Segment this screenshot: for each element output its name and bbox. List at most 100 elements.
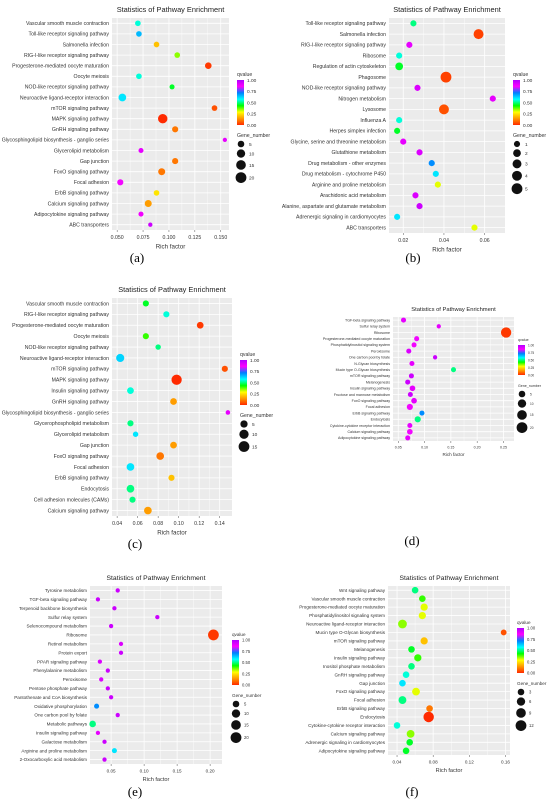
data-point [118, 641, 124, 646]
size-legend-dot [231, 720, 241, 730]
pathway-label: Herpes simplex infection [329, 129, 386, 135]
x-tick-label: 0.100 [162, 235, 175, 241]
pathway-label: ABC transporters [69, 223, 109, 229]
data-point [105, 668, 110, 673]
qvalue-tick-label: 0.25 [527, 659, 536, 664]
data-point [118, 93, 127, 102]
pathway-label: Focal adhesion [354, 698, 386, 703]
data-point [411, 397, 417, 404]
size-legend-label: 15 [530, 413, 534, 417]
pathway-label: Calcium signaling pathway [347, 430, 390, 434]
data-point [95, 597, 101, 602]
pathway-label: Endocytosis [371, 418, 391, 422]
pathway-label: Progesterone-mediated oocyte maturation [323, 337, 390, 341]
qvalue-tick-label: 0.50 [528, 358, 534, 362]
pathway-label: Peroxisome [63, 677, 88, 682]
data-point [115, 712, 120, 718]
qvalue-tick-label: 0.75 [523, 89, 533, 95]
pathway-label: Fructose and mannose metabolism [334, 393, 390, 397]
pathway-label: Sulfur relay system [359, 325, 390, 329]
data-point [172, 158, 179, 165]
gene-number-legend-title: Gene_number [513, 133, 546, 139]
data-point [410, 20, 417, 27]
size-legend-label: 10 [252, 432, 258, 438]
qvalue-tick-label: 0.00 [250, 403, 260, 409]
size-legend-label: 9 [529, 711, 532, 716]
qvalue-tick-label: 0.25 [528, 366, 534, 370]
panel-b: Statistics of Pathway Enrichment Toll-lik… [282, 5, 547, 265]
data-point [406, 403, 413, 410]
pathway-label: Toll-like receptor signaling pathway [29, 32, 110, 38]
data-point [171, 374, 182, 385]
pathway-label: RIG-I-like receptor signaling pathway [24, 312, 109, 318]
pathway-label: FoxO signaling pathway [352, 399, 391, 403]
data-point [116, 353, 125, 363]
data-point [105, 686, 110, 691]
data-point [172, 126, 179, 133]
x-tick-label: 0.20 [474, 446, 481, 450]
size-legend-label: 5 [530, 392, 532, 396]
pathway-label: Phenylalanine metabolism [33, 668, 87, 673]
data-point [136, 31, 142, 37]
size-legend-label: 20 [530, 426, 534, 430]
pathway-label: Focal adhesion [74, 465, 109, 471]
size-legend-label: 10 [249, 151, 255, 157]
data-point [99, 677, 104, 682]
qvalue-tick-label: 1.00 [247, 78, 257, 84]
plot-background [388, 586, 510, 755]
qvalue-legend-title: qvalue [237, 72, 252, 78]
size-legend-label: 15 [252, 444, 258, 450]
data-point [394, 127, 401, 134]
data-point [432, 355, 438, 360]
data-point [144, 506, 152, 515]
data-point [419, 595, 426, 602]
data-point [412, 192, 419, 199]
x-axis-label: Rich factor [443, 452, 465, 457]
panel-d: Statistics of Pathway Enrichment TGF-beta… [323, 307, 542, 548]
pathway-label: FoxO signaling pathway [54, 170, 110, 176]
size-legend-label: 10 [244, 711, 249, 716]
data-point [420, 603, 428, 611]
data-point [102, 757, 107, 762]
size-legend-dot [516, 422, 528, 434]
plot-background [90, 586, 222, 764]
data-point [153, 41, 160, 48]
qvalue-tick-label: 0.75 [247, 89, 257, 95]
pathway-label: Mucin type O-Glycan biosynthesis [336, 368, 391, 372]
data-point [158, 168, 166, 176]
data-point [117, 179, 124, 186]
data-point [420, 637, 428, 645]
x-tick-label: 0.05 [395, 446, 402, 450]
pathway-label: ABC transporters [346, 225, 386, 231]
x-tick-label: 0.075 [137, 235, 150, 241]
qvalue-colorbar [237, 80, 244, 125]
size-legend-dot [512, 170, 522, 181]
pathway-label: PPAR signaling pathway [37, 659, 88, 664]
x-tick-label: 0.08 [153, 521, 163, 527]
x-tick-label: 0.05 [107, 769, 116, 774]
data-point [111, 748, 117, 754]
pathway-label: Glycine, serine and threonine metabolism [291, 139, 386, 145]
data-point [94, 703, 100, 709]
pathway-label: Adipocytokine signaling pathway [338, 436, 390, 440]
panel-caption: (a) [130, 250, 144, 265]
data-point [196, 321, 204, 329]
x-tick-label: 0.125 [188, 235, 201, 241]
data-point [400, 138, 407, 145]
pathway-label: FoxO signaling pathway [336, 689, 386, 694]
data-point [450, 367, 457, 373]
data-point [168, 474, 175, 481]
pathway-label: Glycosphingolipid biosynthesis - ganglio… [2, 410, 110, 416]
x-tick-label: 0.10 [174, 521, 184, 527]
pathway-label: Glycerophospholipid metabolism [34, 421, 109, 427]
qvalue-colorbar [240, 360, 247, 405]
pathway-label: Salmonella infection [340, 32, 387, 38]
pathway-label: ErbB signaling pathway [55, 476, 110, 482]
pathway-label: Inositol phosphate metabolism [323, 664, 385, 669]
size-legend-dot [230, 732, 242, 744]
data-point [408, 662, 415, 670]
pathway-label: Gap junction [359, 681, 385, 686]
pathway-label: Insulin signaling pathway [51, 388, 109, 394]
x-tick-label: 0.12 [194, 521, 204, 527]
pathway-label: Insulin signaling pathway [350, 387, 390, 391]
